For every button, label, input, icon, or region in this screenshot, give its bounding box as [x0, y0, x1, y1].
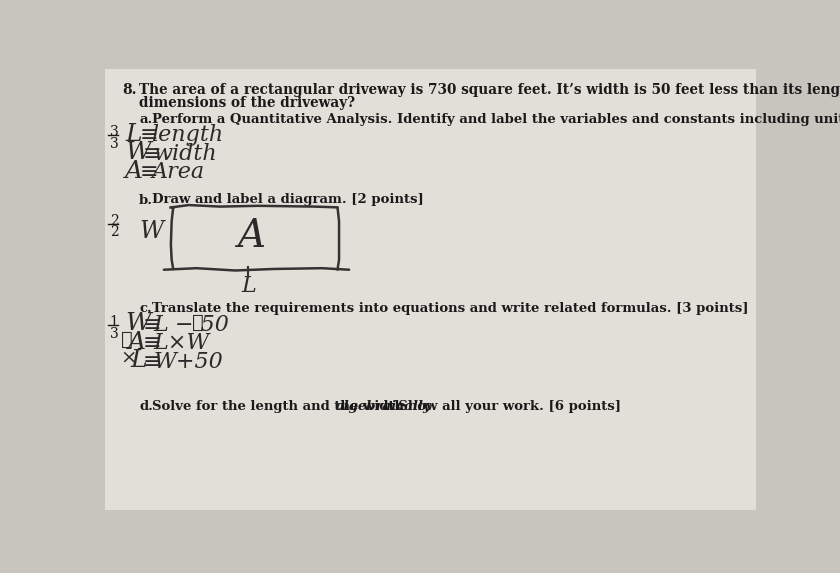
Text: ≡: ≡: [140, 161, 159, 183]
Text: L: L: [125, 123, 142, 146]
Text: Draw and label a diagram. [2 points]: Draw and label a diagram. [2 points]: [151, 194, 423, 206]
Text: b.: b.: [139, 194, 153, 206]
Text: W: W: [125, 141, 151, 164]
Text: 1: 1: [110, 315, 118, 329]
Text: ≡: ≡: [142, 332, 160, 354]
Text: The area of a rectangular driveway is 730 square feet. It’s width is 50 feet les: The area of a rectangular driveway is 73…: [139, 83, 840, 97]
Text: length: length: [151, 124, 223, 146]
Text: A: A: [125, 160, 143, 183]
Text: 2: 2: [110, 214, 118, 227]
Text: c.: c.: [139, 302, 152, 315]
Text: ≡: ≡: [140, 124, 159, 146]
Text: Translate the requirements into equations and write related formulas. [3 points]: Translate the requirements into equation…: [151, 302, 748, 315]
Text: 3: 3: [110, 136, 118, 151]
Text: ≡: ≡: [142, 351, 160, 372]
Text: 3: 3: [110, 327, 118, 341]
Text: Perform a Quantitative Analysis. Identify and label the variables and constants : Perform a Quantitative Analysis. Identif…: [151, 113, 840, 125]
Text: L − 50: L − 50: [153, 313, 229, 336]
Text: algebraically: algebraically: [336, 400, 432, 413]
Text: width: width: [154, 143, 218, 164]
Text: ×: ×: [120, 349, 137, 367]
Text: W+50: W+50: [153, 351, 223, 372]
Text: dimensions of the driveway?: dimensions of the driveway?: [139, 96, 355, 111]
Text: A: A: [239, 218, 266, 255]
Text: 8.: 8.: [122, 83, 137, 97]
Text: Solve for the length and the width: Solve for the length and the width: [151, 400, 408, 413]
Text: Area: Area: [151, 161, 205, 183]
Text: ≡: ≡: [142, 143, 160, 164]
Text: ✓: ✓: [120, 331, 132, 348]
Text: 3: 3: [110, 125, 118, 139]
Text: L×W: L×W: [153, 332, 209, 354]
Text: d.: d.: [139, 400, 153, 413]
Text: L: L: [241, 275, 255, 297]
Text: a.: a.: [139, 113, 152, 125]
Text: A: A: [129, 331, 146, 354]
Text: . Show all your work. [6 points]: . Show all your work. [6 points]: [389, 400, 621, 413]
Text: ✓: ✓: [192, 313, 203, 332]
Text: ≡: ≡: [142, 313, 160, 336]
Text: 2: 2: [110, 225, 118, 239]
Text: L: L: [130, 349, 147, 372]
Text: W: W: [125, 312, 151, 335]
Text: W: W: [139, 221, 163, 244]
